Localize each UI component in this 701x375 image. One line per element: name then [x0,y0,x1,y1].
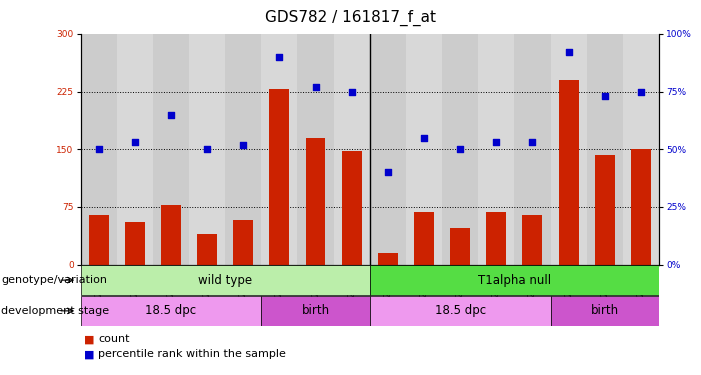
Bar [587,34,622,265]
Bar [442,34,478,265]
Bar [161,205,181,265]
Point [274,54,285,60]
Point [599,93,611,99]
Bar [225,34,261,265]
Bar [622,34,659,265]
Bar [370,266,659,295]
Bar [369,34,406,265]
Point [635,88,646,94]
Bar [378,253,397,265]
Point [418,135,430,141]
Bar [306,138,325,265]
Bar [450,228,470,265]
Bar [297,34,334,265]
Bar [414,212,434,265]
Point [491,140,502,146]
Bar [478,34,515,265]
Text: 18.5 dpc: 18.5 dpc [145,304,196,317]
Text: ■: ■ [84,334,95,344]
Bar [522,215,543,265]
Bar [370,296,550,326]
Text: genotype/variation: genotype/variation [1,275,107,285]
Point [129,140,140,146]
Point [346,88,358,94]
Text: T1alpha null: T1alpha null [478,274,551,286]
Point [382,170,393,176]
Bar [550,34,587,265]
Bar [342,151,362,265]
Text: GDS782 / 161817_f_at: GDS782 / 161817_f_at [265,9,436,26]
Bar [81,296,261,326]
Point [454,146,465,152]
Text: percentile rank within the sample: percentile rank within the sample [98,350,286,359]
Point [201,146,212,152]
Bar [269,89,290,265]
Text: development stage: development stage [1,306,109,316]
Point [165,112,177,118]
Text: count: count [98,334,130,344]
Bar [261,34,297,265]
Point [93,146,104,152]
Bar [153,34,189,265]
Point [238,142,249,148]
Text: 18.5 dpc: 18.5 dpc [435,304,486,317]
Bar [81,266,370,295]
Bar [89,215,109,265]
Bar [631,149,651,265]
Text: birth: birth [591,304,619,317]
Bar [233,220,253,265]
Point [310,84,321,90]
Text: birth: birth [301,304,329,317]
Bar [189,34,225,265]
Bar [117,34,153,265]
Bar [515,34,550,265]
Bar [406,34,442,265]
Text: wild type: wild type [198,274,252,286]
Bar [334,34,370,265]
Bar [81,34,117,265]
Bar [594,154,615,265]
Point [563,49,574,55]
Bar [125,222,145,265]
Bar [559,80,578,265]
Bar [261,296,370,326]
Point [527,140,538,146]
Bar [486,212,506,265]
Bar [197,234,217,265]
Bar [550,296,659,326]
Text: ■: ■ [84,350,95,359]
